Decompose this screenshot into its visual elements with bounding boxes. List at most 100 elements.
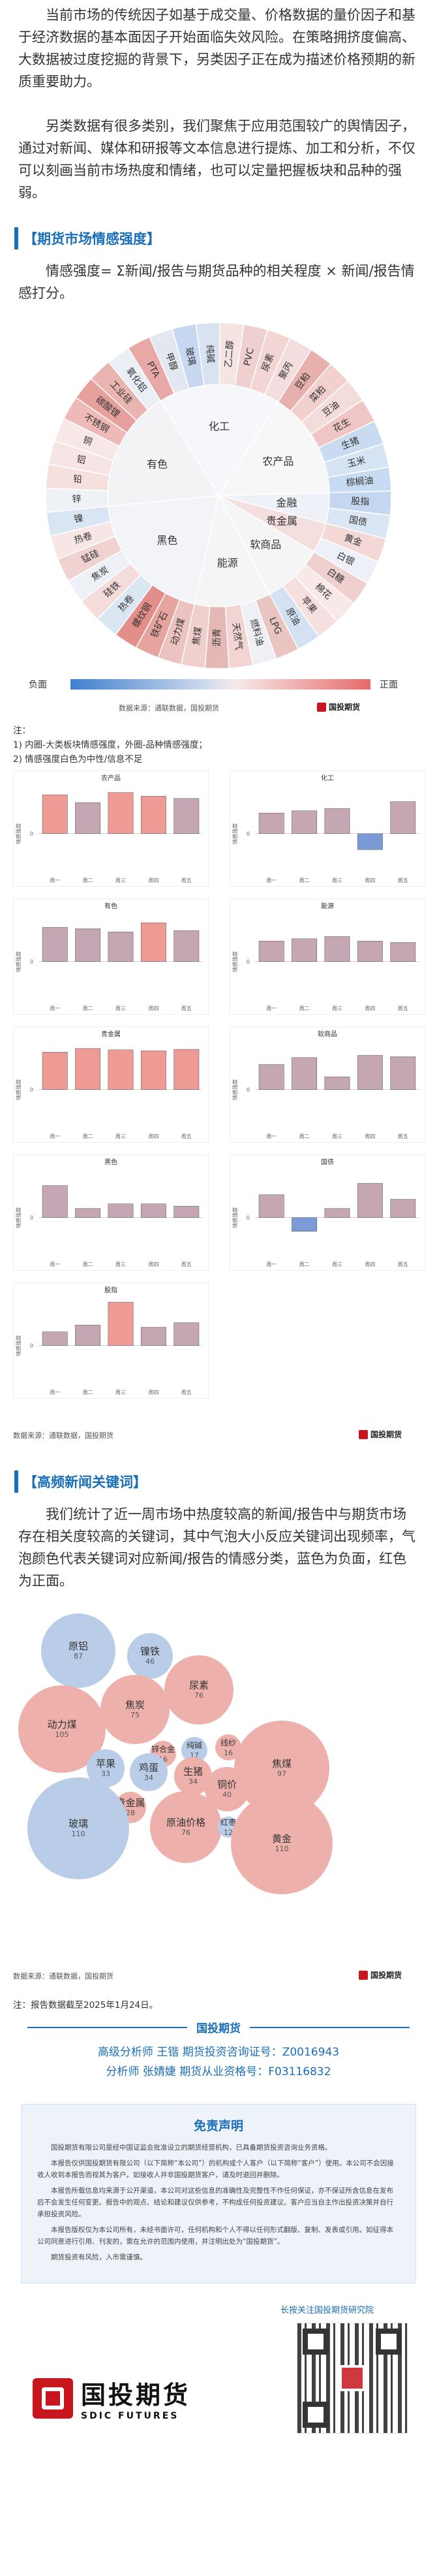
bar — [173, 1322, 200, 1346]
bar — [292, 1057, 318, 1090]
outer-sector-label: 铜 — [82, 435, 94, 448]
qr-code[interactable] — [297, 2323, 408, 2434]
bar — [258, 1194, 284, 1218]
legend-gradient-bar — [70, 679, 370, 690]
chart-notes: 注： 1) 内圈-大类板块情感强度，外圈-品种情感强度； 2) 情感强度白色为中… — [0, 724, 437, 767]
x-tick-label: 周四 — [148, 1390, 158, 1395]
x-tick-label: 周二 — [83, 1262, 93, 1267]
x-tick-label: 周五 — [181, 1006, 192, 1011]
bar-panel-svg: 情感强度 0 周一 周二 周三 周四 周五 — [15, 1048, 203, 1139]
bubble-count: 16 — [224, 1749, 233, 1757]
x-tick-label: 周二 — [299, 1006, 310, 1011]
brand-mark-icon — [317, 702, 326, 712]
x-tick-label: 周二 — [83, 878, 93, 883]
bar — [292, 1217, 318, 1232]
x-tick-label: 周二 — [299, 878, 310, 883]
inner-sector-label: 软商品 — [250, 539, 281, 551]
x-tick-label: 周三 — [115, 1262, 126, 1267]
keyword-bubble: 尿素 76 — [164, 1655, 234, 1725]
outer-sector-label: 铝 — [76, 454, 87, 466]
outer-sector-label: 玉米 — [346, 455, 367, 469]
y-tick-label: 0 — [30, 831, 33, 837]
x-tick-label: 周一 — [50, 1390, 60, 1395]
bubble-count: 76 — [194, 1691, 203, 1700]
x-tick-label: 周一 — [50, 878, 60, 883]
bar — [390, 1199, 416, 1218]
intro-paragraph-1: 当前市场的传统因子如基于成交量、价格数据的量价因子和基于经济数据的基本面因子开始… — [18, 7, 415, 89]
x-tick-label: 周五 — [181, 1390, 192, 1395]
bar-panel: 化工 情感强度 0 周一 周二 周三 周四 周五 — [230, 771, 425, 887]
x-tick-label: 周一 — [50, 1006, 60, 1011]
y-axis-label: 情感强度 — [15, 1079, 22, 1100]
bubble-keyword: 锌合金 — [151, 1745, 175, 1754]
brand-logo-small: 国投期货 — [317, 701, 360, 712]
bubble-source: 数据来源：通联数据，国投期货 — [13, 1972, 113, 1980]
inner-sector-label: 化工 — [209, 421, 230, 433]
outer-sector-label: 纯碱 — [204, 344, 216, 363]
bar-panel-svg: 情感强度 0 周一 周二 周三 周四 周五 — [232, 801, 419, 883]
bar-panel: 黑色 情感强度 0 周一 周二 周三 周四 周五 — [13, 1154, 209, 1271]
bubble-keyword: 尿素 — [188, 1679, 209, 1691]
bubble-count: 97 — [277, 1769, 286, 1778]
bubble-count: 76 — [181, 1828, 190, 1837]
bubble-count: 87 — [73, 1651, 83, 1661]
x-tick-label: 周一 — [266, 1006, 277, 1011]
keyword-bubble: 原油价格 76 — [149, 1790, 222, 1864]
x-tick-label: 周三 — [115, 1390, 126, 1395]
bar-panel-svg: 情感强度 0 周一 周二 周三 周四 周五 — [232, 1183, 419, 1267]
x-tick-label: 周五 — [181, 1262, 192, 1267]
x-tick-label: 周三 — [332, 878, 342, 883]
bar-panel-svg: 情感强度 0 周一 周二 周三 周四 周五 — [15, 1301, 203, 1395]
x-tick-label: 周四 — [365, 1134, 375, 1139]
outer-sector-label: PVC — [242, 347, 256, 367]
bubble-keyword: 焦煤 — [271, 1757, 292, 1770]
bar-panel: 有色 情感强度 0 周一 周二 周三 周四 周五 — [13, 898, 209, 1015]
section-accent-bar — [14, 227, 18, 249]
follow-text: 长按关注国投期货研究院 — [280, 2306, 374, 2315]
bubble-keyword: 黄金 — [271, 1833, 292, 1845]
bar-source: 数据来源：通联数据，国投期货 — [13, 1431, 113, 1440]
bar — [292, 938, 318, 962]
intro-paragraph-2: 另类数据有很多类别，我们聚焦于应用范围较广的舆情因子，通过对新闻、媒体和研报等文… — [18, 118, 415, 200]
bubble-count: 110 — [275, 1845, 289, 1853]
bar-panel: 国债 情感强度 0 周一 周二 周三 周四 周五 — [230, 1154, 425, 1271]
bar-panel-title: 化工 — [321, 775, 334, 782]
bar — [75, 1048, 101, 1090]
y-tick-label: 0 — [30, 1215, 33, 1221]
bar — [108, 931, 134, 962]
x-tick-label: 周四 — [365, 1262, 375, 1267]
x-tick-label: 周五 — [398, 1006, 408, 1011]
bar — [75, 928, 101, 962]
bar — [108, 792, 134, 835]
bubble-keyword: 焦炭 — [125, 1699, 145, 1711]
bar-panel-svg: 情感强度 0 周一 周二 周三 周四 周五 — [15, 1185, 203, 1267]
y-tick-label: 0 — [247, 1215, 250, 1221]
disclaimer-para: 本报告仅供国投期货有限公司（以下简称“本公司”）的机构或个人客户（以下简称“客户… — [37, 2159, 394, 2179]
outer-sector-label: 天然气 — [230, 622, 245, 651]
y-axis-label: 情感强度 — [15, 1335, 22, 1356]
brand-logo-small: 国投期货 — [359, 1429, 402, 1440]
y-tick-label: 0 — [247, 1087, 250, 1093]
inner-sector-label: 金融 — [276, 496, 297, 509]
brand-name: 国投期货 — [370, 1971, 402, 1980]
footer-logo: 国投期货 SDIC FUTURES — [33, 2375, 190, 2421]
bubble-count: 34 — [188, 1777, 198, 1786]
x-tick-label: 周二 — [299, 1262, 310, 1267]
x-tick-label: 周三 — [332, 1262, 342, 1267]
keyword-bubble: 玻璃 110 — [27, 1777, 129, 1879]
analyst-contact: 国投期货 高级分析师 王锴 期货投资咨询证号：Z0016943 分析师 张婧婕 … — [27, 2019, 410, 2088]
bar-panel: 农产品 情感强度 0 周一 周二 周三 周四 周五 — [13, 771, 209, 887]
footer: 国投期货 SDIC FUTURES 长按关注国投期货研究院 — [0, 2303, 437, 2466]
x-tick-label: 周一 — [50, 1262, 60, 1267]
note-1: 1) 内圈-大类板块情感强度，外圈-品种情感强度； — [13, 740, 207, 750]
x-tick-label: 周四 — [148, 1134, 158, 1139]
section-title: 【高频新闻关键词】 — [23, 1474, 147, 1490]
x-tick-label: 周四 — [365, 1006, 375, 1011]
bubble-keyword: 纯碱 — [186, 1741, 202, 1750]
bar-panel-svg: 情感强度 0 周一 周二 周三 周四 周五 — [15, 922, 203, 1011]
bar — [390, 942, 416, 962]
bubble-keyword: 原油价格 — [166, 1816, 205, 1828]
contact-title: 国投期货 — [187, 2019, 250, 2039]
analyst-2: 分析师 张婧婕 期货从业资格号：F03116832 — [106, 2065, 331, 2078]
y-tick-label: 0 — [30, 959, 33, 965]
